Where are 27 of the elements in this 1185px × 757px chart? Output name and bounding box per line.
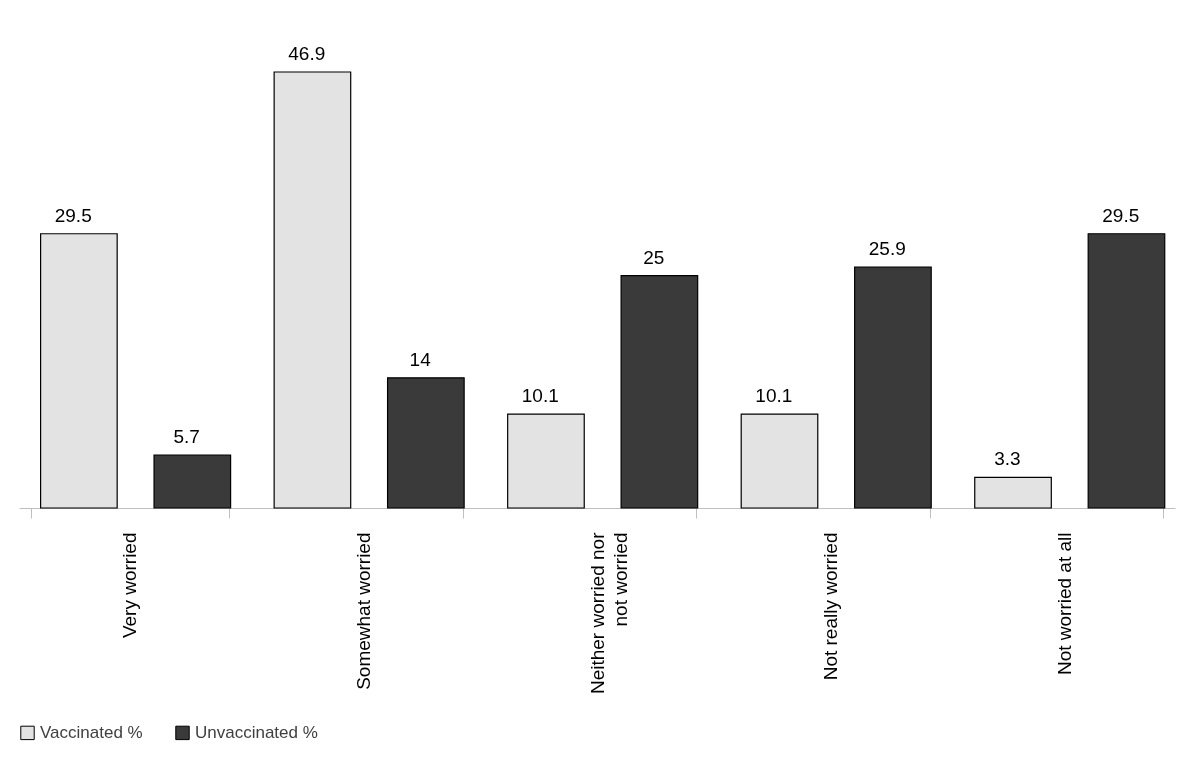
x-tick-label: Very worried [119,532,141,639]
bar [386,377,465,509]
data-label: 46.9 [288,43,326,64]
bar [854,266,932,509]
bar [620,274,699,509]
bar [740,413,819,509]
bar [507,413,585,509]
data-label: 29.5 [1102,204,1140,226]
data-label: 10.1 [755,385,793,407]
x-tick-label: Not really worried [820,532,842,681]
bar [153,454,232,509]
data-label: 29.5 [54,204,92,226]
legend-label: Vaccinated % [40,722,143,742]
x-tick-label: Not worried at all [1053,532,1075,676]
legend-label: Unvaccinated % [195,722,318,742]
data-label: 5.7 [173,426,200,448]
bar [273,71,352,509]
bar [974,476,1052,509]
data-label: 25 [643,246,665,268]
data-label: 10.1 [521,385,559,407]
x-tick-label: Neither worried nor not worried [586,531,631,695]
data-label: 3.3 [994,448,1021,470]
data-label: 25.9 [868,238,906,260]
bar [40,233,118,509]
data-label: 14 [409,348,432,370]
bar [1087,233,1166,509]
x-tick-label: Somewhat worried [352,532,374,690]
